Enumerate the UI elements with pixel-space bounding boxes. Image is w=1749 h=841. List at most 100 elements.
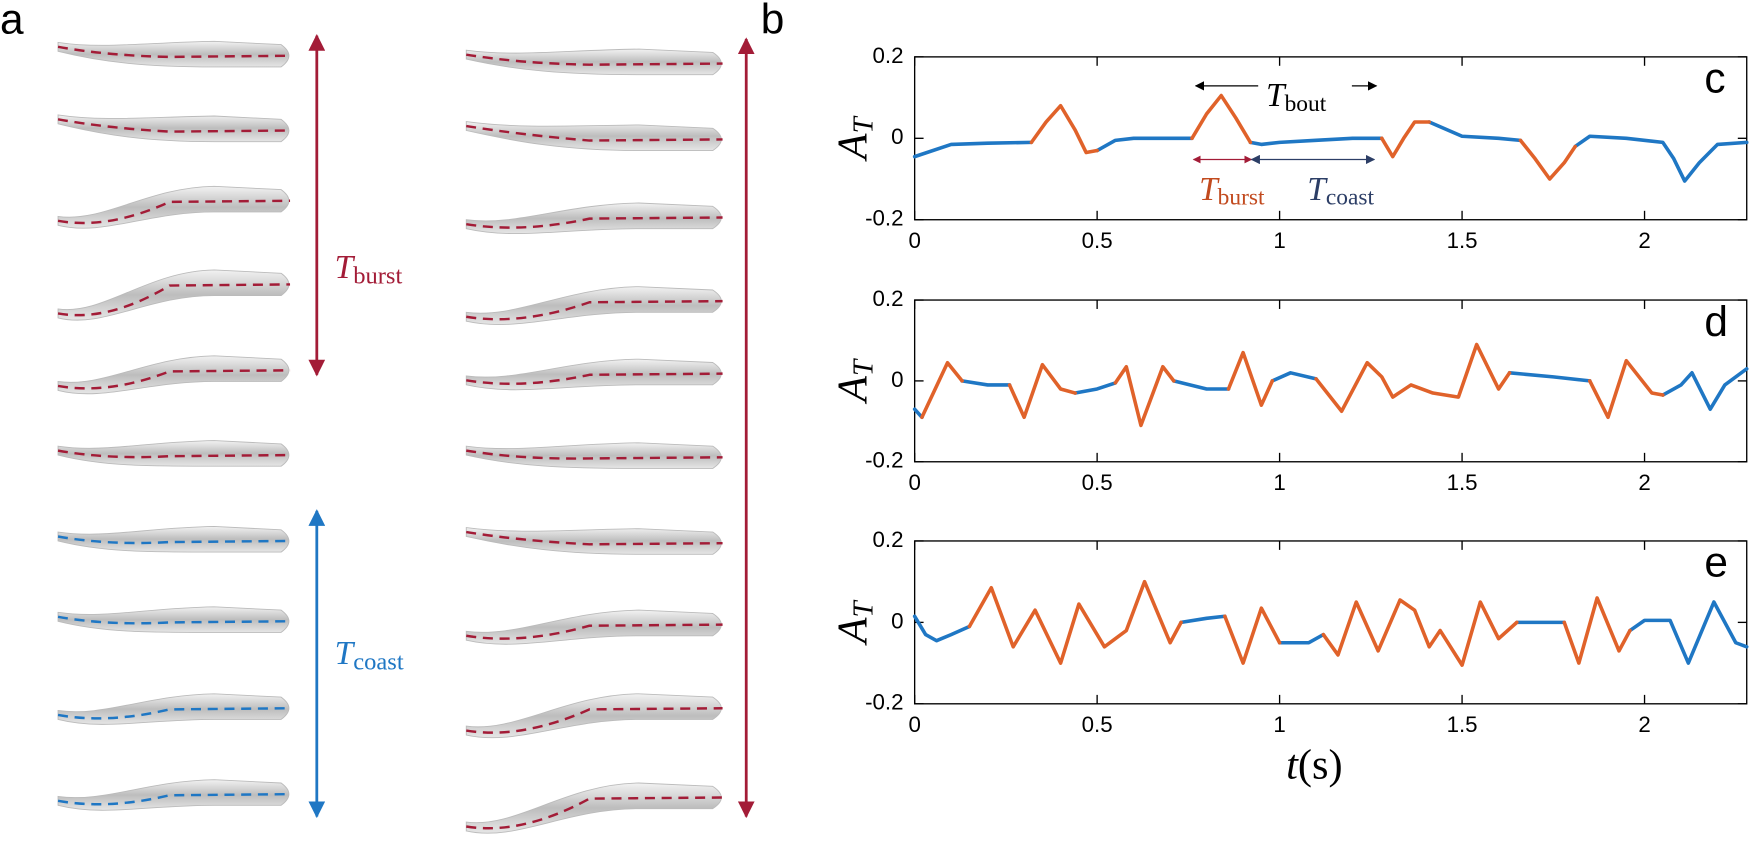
fish-body (465, 609, 722, 645)
y-label: AT (829, 115, 879, 162)
x-tick-label: 1.5 (1447, 470, 1478, 495)
y-tick-label: 0 (891, 124, 903, 149)
fish (57, 355, 291, 395)
x-tick-label: 0 (908, 470, 920, 495)
symbol: A (829, 132, 876, 162)
fish-body (57, 440, 290, 467)
data-line (912, 120, 1749, 183)
x-tick-label: 0 (908, 228, 920, 253)
x-tick-label: 1 (1273, 228, 1285, 253)
y-tick-label: -0.2 (865, 690, 903, 715)
burst-label: Tburst (1199, 171, 1265, 212)
bout-label: Tbout (1266, 77, 1327, 118)
fish-body (57, 114, 290, 143)
x-tick-label: 0.5 (1082, 470, 1113, 495)
symbol: t (1286, 741, 1299, 788)
midline (466, 449, 723, 460)
midline (57, 449, 291, 459)
midline (466, 53, 723, 66)
fish (465, 442, 723, 469)
burst-label: Tburst (335, 249, 403, 290)
fish-body (465, 358, 722, 391)
x-tick-label: 2 (1638, 712, 1650, 737)
symbol: A (829, 375, 876, 405)
y-label: AT (829, 358, 879, 405)
midline (57, 199, 291, 225)
subscript: coast (353, 648, 404, 675)
x-tick-label: 0 (908, 712, 920, 737)
subscript: burst (1218, 185, 1265, 211)
fish (465, 782, 723, 834)
subscript: coast (1326, 185, 1375, 211)
fish (57, 114, 291, 143)
x-tick-label: 1.5 (1447, 712, 1478, 737)
x-tick-label: 0.5 (1082, 228, 1113, 253)
midline (466, 124, 723, 142)
fish-body (57, 693, 290, 725)
panel-label: b (761, 0, 785, 42)
midline (57, 707, 291, 720)
fish (57, 440, 291, 467)
y-tick-label: 0.2 (872, 527, 903, 552)
fish (57, 269, 291, 321)
x-tick-label: 1 (1273, 712, 1285, 737)
fish-body (465, 442, 722, 469)
y-tick-label: 0 (891, 367, 903, 392)
y-tick-label: 0.2 (872, 286, 903, 311)
data-line (912, 600, 1749, 665)
subscript: burst (353, 262, 402, 289)
midline (57, 283, 291, 317)
data-line (920, 342, 1665, 428)
x-tick-label: 0.5 (1082, 712, 1113, 737)
x-label: t(s) (1286, 741, 1343, 788)
panel-label: d (1704, 298, 1728, 345)
midline (466, 530, 723, 546)
fish-body (57, 40, 290, 68)
fish (465, 202, 723, 235)
fish-body (465, 286, 722, 326)
midline (57, 118, 291, 133)
fish (465, 286, 723, 326)
fish-body (57, 779, 290, 811)
midline (57, 535, 291, 545)
x-tick-label: 2 (1638, 228, 1650, 253)
y-tick-label: -0.2 (865, 206, 903, 231)
fish-body (465, 48, 722, 76)
fish-body (57, 185, 290, 229)
panel-label: e (1704, 539, 1728, 586)
fish-body (465, 121, 722, 152)
fish-body (465, 527, 722, 555)
midline (466, 216, 723, 229)
midline (57, 792, 291, 806)
subscript: T (847, 115, 879, 133)
symbol: T (335, 635, 356, 672)
y-tick-label: -0.2 (865, 448, 903, 473)
y-tick-label: 0.2 (872, 43, 903, 68)
data-line (1029, 93, 1577, 181)
unit: (s) (1298, 741, 1343, 788)
y-tick-label: 0 (891, 608, 903, 633)
fish (57, 185, 291, 229)
midline (57, 369, 291, 390)
fish (465, 121, 723, 152)
fish-body (465, 782, 722, 834)
x-tick-label: 1.5 (1447, 228, 1478, 253)
fish (465, 693, 723, 739)
symbol: T (1307, 171, 1328, 208)
fish (465, 358, 723, 391)
fish-body (57, 526, 290, 553)
panel-label: c (1704, 55, 1725, 102)
coast-label: Tcoast (1307, 171, 1374, 212)
fish (57, 693, 291, 725)
fish (57, 526, 291, 553)
data-line (912, 366, 1749, 420)
y-label: AT (829, 600, 879, 647)
fish (57, 40, 291, 68)
subscript: bout (1285, 91, 1327, 117)
fish-body (465, 693, 722, 739)
data-line (967, 579, 1632, 667)
symbol: T (1199, 171, 1220, 208)
fish (57, 606, 291, 633)
